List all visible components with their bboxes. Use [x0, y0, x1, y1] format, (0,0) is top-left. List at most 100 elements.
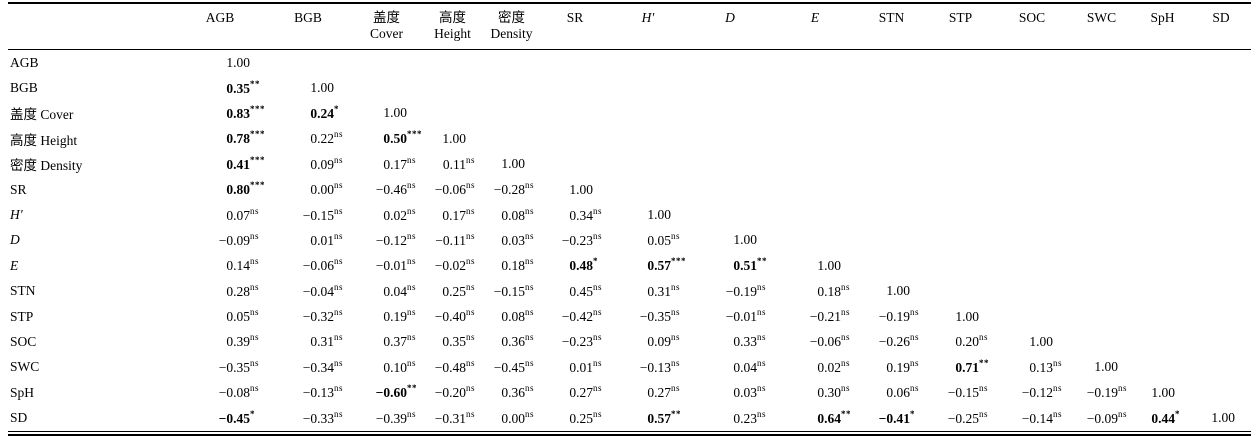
empty-cell: [857, 101, 926, 126]
correlation-cell: 0.01ns: [569, 357, 603, 375]
correlation-cell: 0.41***: [226, 154, 265, 172]
empty-cell: [926, 177, 995, 202]
header-row: AGB BGB 盖度 Cover 高度 Height 密度 Density SR H′ D E STN S…: [8, 3, 1251, 50]
correlation-cell: −0.13ns: [639, 357, 681, 375]
empty-cell: [609, 75, 687, 100]
correlation-cell: 0.22ns: [310, 129, 344, 147]
empty-cell: [995, 202, 1069, 227]
empty-cell: [995, 279, 1069, 304]
empty-cell: [423, 75, 482, 100]
correlation-cell: −0.15ns: [947, 383, 989, 401]
row-label: SpH: [10, 384, 35, 400]
empty-cell: [926, 50, 995, 76]
empty-cell: [995, 228, 1069, 253]
row-label: STN: [10, 283, 36, 299]
correlation-cell: 1.00: [442, 130, 466, 146]
empty-cell: [1069, 50, 1134, 76]
table-row-sph: SpH −0.08ns −0.13ns −0.60** −0.20ns 0.36ns 0.2…: [8, 380, 1251, 405]
empty-cell: [995, 304, 1069, 329]
empty-cell: [926, 101, 995, 126]
correlation-cell: 1.00: [226, 54, 250, 70]
correlation-cell: −0.04ns: [302, 281, 344, 299]
row-label: 盖度 Cover: [10, 107, 74, 123]
empty-cell: [1069, 75, 1134, 100]
empty-cell: [1191, 75, 1251, 100]
correlation-cell: −0.21ns: [809, 307, 851, 325]
correlation-cell: 0.18ns: [817, 281, 851, 299]
correlation-cell: 0.28ns: [226, 281, 260, 299]
correlation-cell: 0.04ns: [733, 357, 767, 375]
correlation-cell: −0.08ns: [218, 383, 260, 401]
column-header-stp: STP: [926, 3, 995, 50]
table-row-sd: SD −0.45* −0.33ns −0.39ns −0.31ns 0.00ns 0.25n…: [8, 405, 1251, 430]
correlation-cell: 0.02ns: [383, 205, 417, 223]
table-row-swc: SWC −0.35ns −0.34ns 0.10ns −0.48ns −0.45ns 0.0…: [8, 355, 1251, 380]
correlation-cell: −0.23ns: [561, 230, 603, 248]
empty-cell: [926, 126, 995, 151]
empty-cell: [1191, 253, 1251, 278]
empty-cell: [687, 152, 773, 177]
correlation-cell: 0.05ns: [226, 307, 260, 325]
empty-cell: [1191, 380, 1251, 405]
correlation-cell: −0.35ns: [639, 307, 681, 325]
correlation-cell: −0.19ns: [1086, 383, 1128, 401]
empty-cell: [1191, 355, 1251, 380]
empty-cell: [773, 101, 857, 126]
column-header-h: H′: [609, 3, 687, 50]
correlation-cell: 0.11ns: [442, 154, 476, 172]
correlation-cell: −0.31ns: [434, 408, 476, 426]
correlation-cell: −0.46ns: [375, 180, 417, 198]
empty-cell: [1134, 304, 1191, 329]
correlation-cell: −0.35ns: [218, 357, 260, 375]
correlation-cell: 0.31ns: [647, 281, 681, 299]
table-row-e: E 0.14ns −0.06ns −0.01ns −0.02ns 0.18ns 0.48* 0…: [8, 253, 1251, 278]
empty-cell: [1069, 279, 1134, 304]
empty-cell: [773, 75, 857, 100]
table-body: AGB 1.00 BGB 0.35** 1.00 盖度 Cover 0.83*** 0.24*…: [8, 50, 1251, 431]
correlation-cell: −0.23ns: [561, 332, 603, 350]
empty-cell: [1134, 126, 1191, 151]
correlation-cell: 0.04ns: [383, 281, 417, 299]
correlation-cell: 0.10ns: [383, 357, 417, 375]
correlation-cell: 0.37ns: [383, 332, 417, 350]
correlation-cell: 0.07ns: [226, 205, 260, 223]
empty-cell: [1069, 202, 1134, 227]
correlation-cell: 0.23ns: [733, 408, 767, 426]
correlation-cell: 0.44*: [1151, 408, 1180, 426]
correlation-cell: 0.51**: [733, 256, 767, 274]
correlation-cell: 0.27ns: [647, 383, 681, 401]
correlation-cell: 1.00: [886, 283, 910, 299]
empty-cell: [995, 152, 1069, 177]
correlation-cell: 0.83***: [226, 103, 265, 121]
empty-cell: [926, 202, 995, 227]
empty-cell: [482, 50, 541, 76]
empty-cell: [1134, 50, 1191, 76]
correlation-cell: 0.48*: [569, 256, 598, 274]
row-label: BGB: [10, 80, 38, 96]
table-row-height: 高度 Height 0.78*** 0.22ns 0.50*** 1.00: [8, 126, 1251, 151]
correlation-cell: −0.41*: [878, 408, 915, 426]
empty-cell: [773, 152, 857, 177]
correlation-cell: −0.42ns: [561, 307, 603, 325]
row-label: AGB: [10, 54, 39, 70]
column-header-cover: 盖度 Cover: [350, 3, 423, 50]
table-row-agb: AGB 1.00: [8, 50, 1251, 76]
correlation-cell: 0.31ns: [310, 332, 344, 350]
correlation-cell: 0.78***: [226, 129, 265, 147]
correlation-matrix-table: AGB BGB 盖度 Cover 高度 Height 密度 Density SR H′ D E STN S…: [8, 2, 1251, 431]
row-label: SWC: [10, 359, 40, 375]
correlation-cell: 0.14ns: [226, 256, 260, 274]
correlation-cell: 1.00: [1211, 410, 1235, 426]
row-label: SR: [10, 181, 27, 197]
correlation-cell: 0.35ns: [442, 332, 476, 350]
correlation-cell: 1.00: [647, 207, 671, 223]
empty-cell: [609, 177, 687, 202]
correlation-cell: −0.12ns: [375, 230, 417, 248]
empty-cell: [995, 75, 1069, 100]
correlation-cell: 0.01ns: [310, 230, 344, 248]
correlation-cell: −0.32ns: [302, 307, 344, 325]
empty-cell: [926, 75, 995, 100]
correlation-cell: −0.02ns: [434, 256, 476, 274]
empty-cell: [482, 101, 541, 126]
